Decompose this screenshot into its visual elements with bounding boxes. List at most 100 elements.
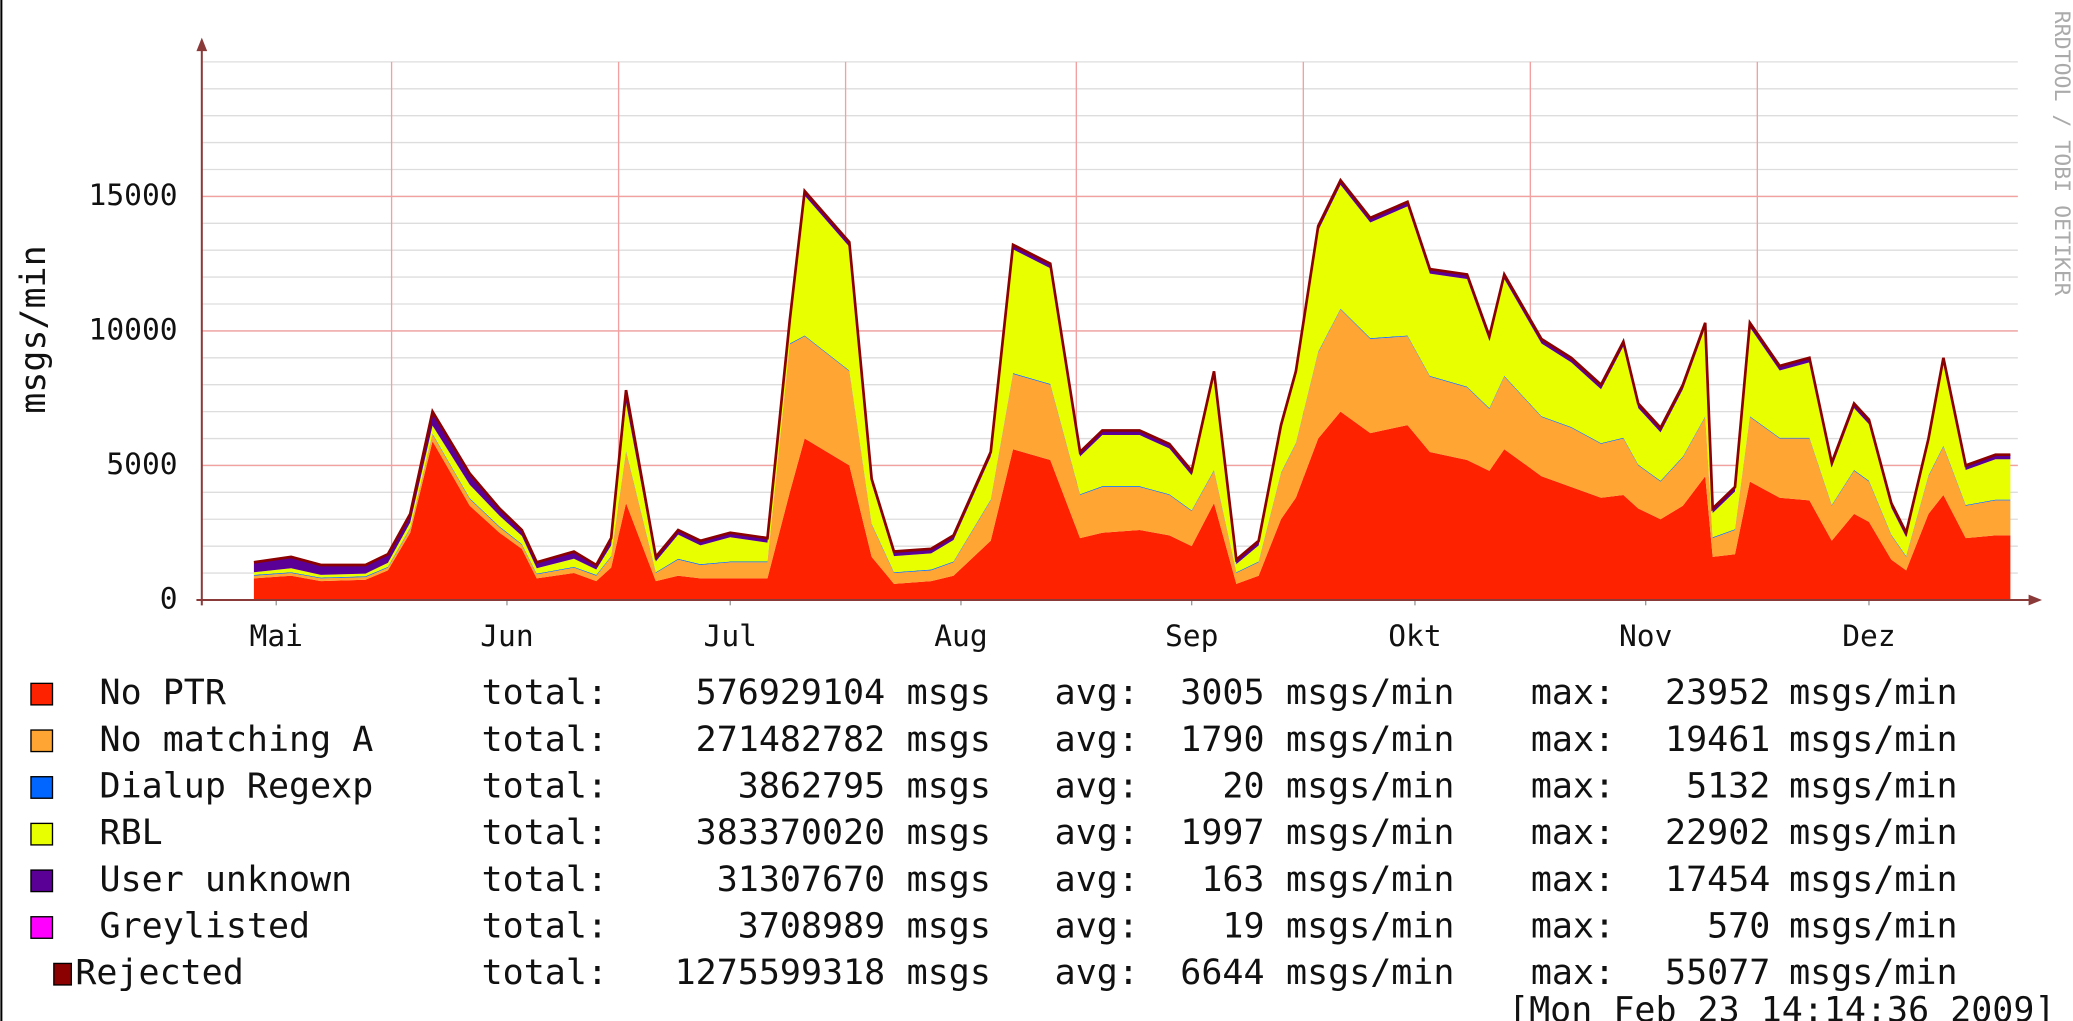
legend-unit: msgs <box>907 953 991 993</box>
legend-unit: msgs <box>907 860 991 900</box>
x-tick-label: Dez <box>1842 619 1895 653</box>
legend-unit: msgs <box>907 720 991 760</box>
legend-max: 19461 <box>1665 720 1770 760</box>
legend-label: max: <box>1531 907 1615 947</box>
legend-avg: 1997 <box>1180 813 1264 853</box>
x-tick-label: Mai <box>250 619 303 653</box>
legend-unit: msgs/min <box>1789 860 1957 900</box>
legend-name: No PTR <box>100 673 227 713</box>
legend-avg: 19 <box>1222 907 1264 947</box>
plot-area <box>253 177 2011 600</box>
legend-unit: msgs <box>907 766 991 806</box>
x-tick-label: Nov <box>1619 619 1672 653</box>
legend-swatch <box>53 962 72 986</box>
legend-max: 23952 <box>1665 673 1770 713</box>
legend-swatch <box>30 822 54 846</box>
legend-label: total: <box>482 720 608 760</box>
series-area <box>253 411 2011 600</box>
legend-label: total: <box>482 953 608 993</box>
legend-total: 3862795 <box>738 766 885 806</box>
legend-label: total: <box>482 907 608 947</box>
legend-label: avg: <box>1055 953 1139 993</box>
y-axis-label: msgs/min <box>14 245 54 413</box>
series-area <box>253 309 2011 584</box>
legend-unit: msgs/min <box>1286 860 1454 900</box>
legend-label: max: <box>1531 673 1615 713</box>
legend-avg: 1790 <box>1180 720 1264 760</box>
legend-avg: 163 <box>1201 860 1264 900</box>
legend-total: 383370020 <box>696 813 885 853</box>
watermark: RRDTOOL / TOBI OETIKER <box>2049 11 2073 296</box>
legend-unit: msgs/min <box>1789 720 1957 760</box>
legend-max: 22902 <box>1665 813 1770 853</box>
y-tick-label: 5000 <box>106 447 177 481</box>
legend-unit: msgs/min <box>1286 673 1454 713</box>
legend-unit: msgs <box>907 813 991 853</box>
y-axis-arrow <box>196 37 208 52</box>
legend-label: total: <box>482 673 608 713</box>
legend-label: max: <box>1531 953 1615 993</box>
legend-name: Greylisted <box>100 907 311 947</box>
y-tick-label: 10000 <box>89 312 178 346</box>
legend-max: 55077 <box>1665 953 1770 993</box>
x-tick-label: Jul <box>704 619 757 653</box>
legend-label: total: <box>482 860 608 900</box>
axes: 0 5000 10000 15000 Mai Jun Jul Aug Sep Okt Nov Dez <box>89 37 2043 653</box>
legend-label: max: <box>1531 813 1615 853</box>
y-tick-label: 15000 <box>89 178 178 212</box>
series-line <box>253 177 2011 567</box>
legend: No PTR total: 576929104 msgs avg: 3005 msgs/mi… <box>30 673 1958 993</box>
legend-label: avg: <box>1055 766 1139 806</box>
legend-label: max: <box>1531 860 1615 900</box>
legend-total: 271482782 <box>696 720 885 760</box>
legend-unit: msgs/min <box>1789 813 1957 853</box>
legend-label: avg: <box>1055 907 1139 947</box>
legend-unit: msgs/min <box>1286 907 1454 947</box>
legend-unit: msgs/min <box>1286 766 1454 806</box>
legend-label: total: <box>482 766 608 806</box>
x-tick-label: Sep <box>1165 619 1218 653</box>
legend-total: 576929104 <box>696 673 885 713</box>
legend-total: 1275599318 <box>675 953 886 993</box>
x-tick-label: Okt <box>1388 619 1441 653</box>
legend-max: 17454 <box>1665 860 1770 900</box>
legend-name: User unknown <box>100 860 353 900</box>
legend-label: max: <box>1531 720 1615 760</box>
legend-avg: 20 <box>1222 766 1264 806</box>
legend-total: 31307670 <box>717 860 885 900</box>
legend-max: 5132 <box>1686 766 1770 806</box>
timestamp: [Mon Feb 23 14:14:36 2009] <box>1508 991 2055 1021</box>
legend-name: Dialup Regexp <box>100 766 374 806</box>
legend-max: 570 <box>1707 907 1770 947</box>
legend-swatch <box>30 682 54 706</box>
legend-unit: msgs/min <box>1286 720 1454 760</box>
legend-avg: 3005 <box>1180 673 1264 713</box>
legend-swatch <box>30 776 54 799</box>
legend-unit: msgs/min <box>1789 953 1957 993</box>
legend-label: avg: <box>1055 813 1139 853</box>
legend-label: total: <box>482 813 608 853</box>
legend-unit: msgs/min <box>1789 907 1957 947</box>
legend-swatch <box>30 869 54 893</box>
legend-name: No matching A <box>100 720 374 760</box>
legend-label: avg: <box>1055 860 1139 900</box>
legend-unit: msgs/min <box>1789 673 1957 713</box>
legend-name: RBL <box>100 813 163 853</box>
legend-label: avg: <box>1055 720 1139 760</box>
legend-swatch <box>30 916 54 939</box>
legend-unit: msgs/min <box>1789 766 1957 806</box>
legend-unit: msgs <box>907 673 991 713</box>
legend-avg: 6644 <box>1180 953 1264 993</box>
legend-name: Rejected <box>75 953 243 993</box>
legend-unit: msgs/min <box>1286 813 1454 853</box>
y-tick-label: 0 <box>160 581 178 615</box>
legend-total: 3708989 <box>738 907 885 947</box>
x-tick-label: Aug <box>934 619 987 653</box>
legend-label: avg: <box>1055 673 1139 713</box>
legend-unit: msgs <box>907 907 991 947</box>
legend-label: max: <box>1531 766 1615 806</box>
x-tick-label: Jun <box>480 619 533 653</box>
x-axis-arrow <box>2028 594 2043 606</box>
